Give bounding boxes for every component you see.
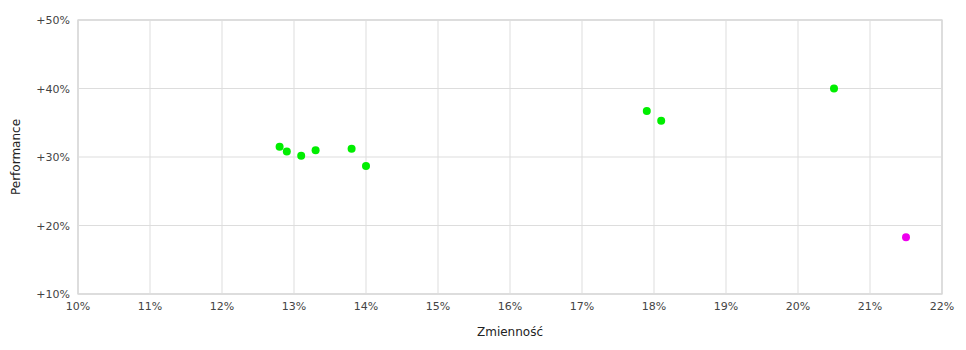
point xyxy=(902,233,910,241)
point xyxy=(643,107,651,115)
y-grid-line xyxy=(78,20,942,21)
x-tick-label: 16% xyxy=(498,300,522,313)
y-tick-label: +10% xyxy=(36,288,70,301)
x-tick-label: 15% xyxy=(426,300,450,313)
x-tick-label: 13% xyxy=(282,300,306,313)
x-tick-label: 12% xyxy=(210,300,234,313)
series xyxy=(902,233,910,241)
x-tick-label: 21% xyxy=(858,300,882,313)
x-tick-label: 17% xyxy=(570,300,594,313)
tick-labels: 10% 11% 12% 13% 14% 15% 16% 17% 18% 19% 20% 21% 22% +… xyxy=(36,14,954,313)
point xyxy=(312,146,320,154)
point xyxy=(348,145,356,153)
x-tick-label: 19% xyxy=(714,300,738,313)
plot-area xyxy=(78,20,942,294)
x-tick-label: 22% xyxy=(930,300,954,313)
y-grid-line xyxy=(78,157,942,158)
x-tick-label: 14% xyxy=(354,300,378,313)
point xyxy=(362,162,370,170)
point xyxy=(657,117,665,125)
y-grid-line xyxy=(78,88,942,89)
point xyxy=(297,152,305,160)
x-tick-label: 18% xyxy=(642,300,666,313)
point xyxy=(283,148,291,156)
y-axis-label: Performance xyxy=(9,119,23,195)
point xyxy=(276,143,284,151)
x-tick-label: 11% xyxy=(138,300,162,313)
grid xyxy=(78,20,942,294)
points xyxy=(276,85,910,242)
y-tick-label: +40% xyxy=(36,83,70,96)
y-grid-line xyxy=(78,225,942,226)
y-grid-line xyxy=(78,294,942,295)
x-tick-label: 20% xyxy=(786,300,810,313)
y-tick-label: +30% xyxy=(36,151,70,164)
series xyxy=(276,85,838,170)
y-tick-label: +20% xyxy=(36,220,70,233)
x-axis-label: Zmienność xyxy=(477,325,543,339)
y-tick-label: +50% xyxy=(36,14,70,27)
point xyxy=(830,85,838,93)
chart: 10% 11% 12% 13% 14% 15% 16% 17% 18% 19% 20% 21% 22% +… xyxy=(0,0,966,350)
x-tick-label: 10% xyxy=(66,300,90,313)
